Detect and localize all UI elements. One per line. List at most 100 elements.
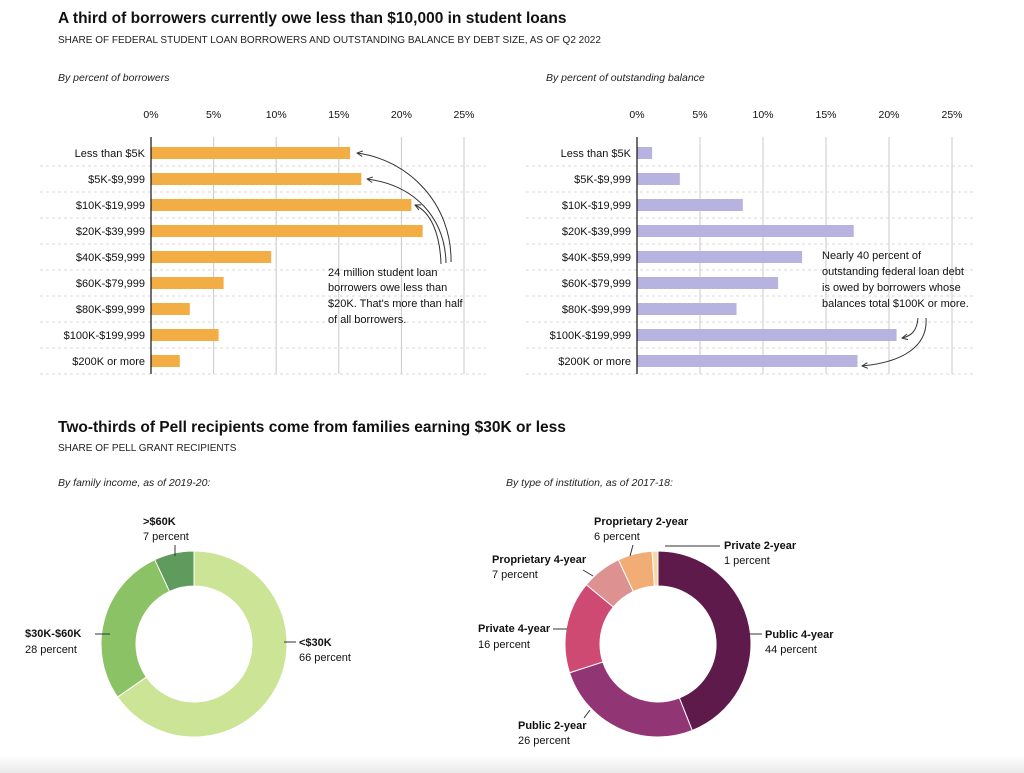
donut-label-name: Private 4-year (478, 623, 551, 635)
bottom-fade (0, 755, 1024, 773)
borrowers-bar (151, 147, 351, 159)
balance-tick-label: 20% (878, 109, 899, 121)
balance-category-label: $20K-$39,999 (562, 226, 631, 238)
balance-tick-label: 5% (692, 109, 707, 121)
balance-chart-title: By percent of outstanding balance (546, 72, 705, 84)
balance-bar (637, 303, 737, 315)
borrowers-annotation-line: $20K. That's more than half (328, 298, 464, 310)
borrowers-bar (151, 329, 219, 341)
borrowers-bar (151, 355, 180, 367)
donut-label-value: 66 percent (299, 652, 351, 664)
borrowers-bar (151, 173, 362, 185)
donut-label-value: 16 percent (478, 639, 530, 651)
leader-line (582, 569, 594, 577)
borrowers-category-label: $10K-$19,999 (76, 200, 145, 212)
institution-chart-title: By type of institution, as of 2017-18: (506, 477, 673, 489)
donut-label: Proprietary 2-year 6 percent (594, 516, 689, 543)
balance-annotation-line: outstanding federal loan debt (822, 266, 964, 278)
borrowers-category-label: $80K-$99,999 (76, 304, 145, 316)
borrowers-category-label: $200K or more (72, 356, 145, 368)
institution-slice (657, 550, 752, 732)
borrowers-annotation-line: 24 million student loan (328, 267, 437, 279)
donut-label: Private 4-year 16 percent (478, 623, 551, 651)
balance-annotation-line: Nearly 40 percent of (822, 250, 922, 262)
donut-label-name: $30K-$60K (25, 628, 81, 640)
section1-title: A third of borrowers currently owe less … (58, 10, 566, 27)
donut-label: Public 2-year 26 percent (518, 720, 587, 747)
borrowers-tick-label: 20% (391, 109, 412, 121)
borrowers-tick-label: 0% (143, 109, 158, 121)
borrowers-bar (151, 199, 412, 211)
donut-label-value: 7 percent (492, 569, 538, 581)
income-slice (100, 559, 171, 698)
donut-label-name: Public 4-year (765, 629, 834, 641)
balance-category-label: $60K-$79,999 (562, 278, 631, 290)
borrowers-annotation-line: borrowers owe less than (328, 282, 447, 294)
balance-annotation-line: is owed by borrowers whose (822, 282, 961, 294)
borrowers-annotation: 24 million student loan borrowers owe le… (328, 153, 464, 326)
borrowers-tick-label: 5% (206, 109, 221, 121)
balance-category-label: $80K-$99,999 (562, 304, 631, 316)
borrowers-tick-label: 10% (266, 109, 287, 121)
donut-label: >$60K 7 percent (143, 516, 189, 543)
balance-category-label: $5K-$9,999 (574, 174, 631, 186)
annotation-arrow (367, 179, 447, 264)
balance-tick-label: 25% (941, 109, 962, 121)
income-chart-title: By family income, as of 2019-20: (58, 477, 210, 489)
balance-category-label: $200K or more (558, 356, 631, 368)
balance-annotation-line: balances total $100K or more. (822, 298, 969, 310)
borrowers-category-label: $40K-$59,999 (76, 252, 145, 264)
income-donut-chart: By family income, as of 2019-20: <$30K 6… (25, 477, 351, 738)
balance-bar (637, 199, 743, 211)
institution-slice (651, 550, 659, 587)
borrowers-bar (151, 225, 423, 237)
borrowers-category-label: $60K-$79,999 (76, 278, 145, 290)
balance-tick-label: 0% (629, 109, 644, 121)
borrowers-bar (151, 277, 224, 289)
balance-bar-chart: By percent of outstanding balance 0% 5% 10… (526, 72, 974, 375)
donut-label: Private 2-year 1 percent (724, 540, 797, 567)
donut-label-value: 44 percent (765, 644, 817, 656)
donut-label: <$30K 66 percent (299, 637, 351, 664)
borrowers-tick-label: 15% (328, 109, 349, 121)
section1-subtitle: SHARE OF FEDERAL STUDENT LOAN BORROWERS … (58, 35, 601, 46)
institution-slice (568, 661, 693, 738)
donut-label-value: 26 percent (518, 735, 570, 747)
borrowers-tick-label: 25% (453, 109, 474, 121)
annotation-arrow (902, 317, 919, 338)
donut-label: Proprietary 4-year 7 percent (492, 554, 587, 581)
donut-label-name: <$30K (299, 637, 332, 649)
borrowers-bar-chart: By percent of borrowers 0% 5% 10% 15% 20% 25%… (40, 72, 486, 375)
borrowers-chart-title: By percent of borrowers (58, 72, 170, 84)
leader-line (583, 709, 591, 719)
balance-category-label: $10K-$19,999 (562, 200, 631, 212)
donut-label-value: 28 percent (25, 644, 77, 656)
donut-label-name: Proprietary 4-year (492, 554, 587, 566)
leader-line (629, 544, 634, 557)
balance-annotation: Nearly 40 percent of outstanding federal… (822, 250, 969, 366)
balance-category-label: $40K-$59,999 (562, 252, 631, 264)
balance-tick-label: 15% (815, 109, 836, 121)
balance-bar (637, 277, 779, 289)
balance-category-label: Less than $5K (561, 148, 632, 160)
borrowers-bar (151, 303, 190, 315)
balance-bar (637, 173, 680, 185)
section2-subtitle: SHARE OF PELL GRANT RECIPIENTS (58, 443, 237, 454)
annotation-arrow (415, 205, 442, 265)
borrowers-category-label: $5K-$9,999 (88, 174, 145, 186)
balance-category-label: $100K-$199,999 (550, 330, 631, 342)
donut-label-value: 6 percent (594, 531, 640, 543)
donut-label-value: 7 percent (143, 531, 189, 543)
borrowers-category-label: $20K-$39,999 (76, 226, 145, 238)
annotation-arrow (862, 317, 927, 366)
income-slice (116, 550, 288, 738)
balance-bar (637, 355, 858, 367)
balance-bar (637, 147, 653, 159)
section2-title: Two-thirds of Pell recipients come from … (58, 419, 566, 436)
borrowers-annotation-line: of all borrowers. (328, 314, 406, 326)
borrowers-category-label: $100K-$199,999 (64, 330, 145, 342)
borrowers-category-label: Less than $5K (75, 148, 146, 160)
balance-bar (637, 329, 897, 341)
borrowers-bar (151, 251, 272, 263)
